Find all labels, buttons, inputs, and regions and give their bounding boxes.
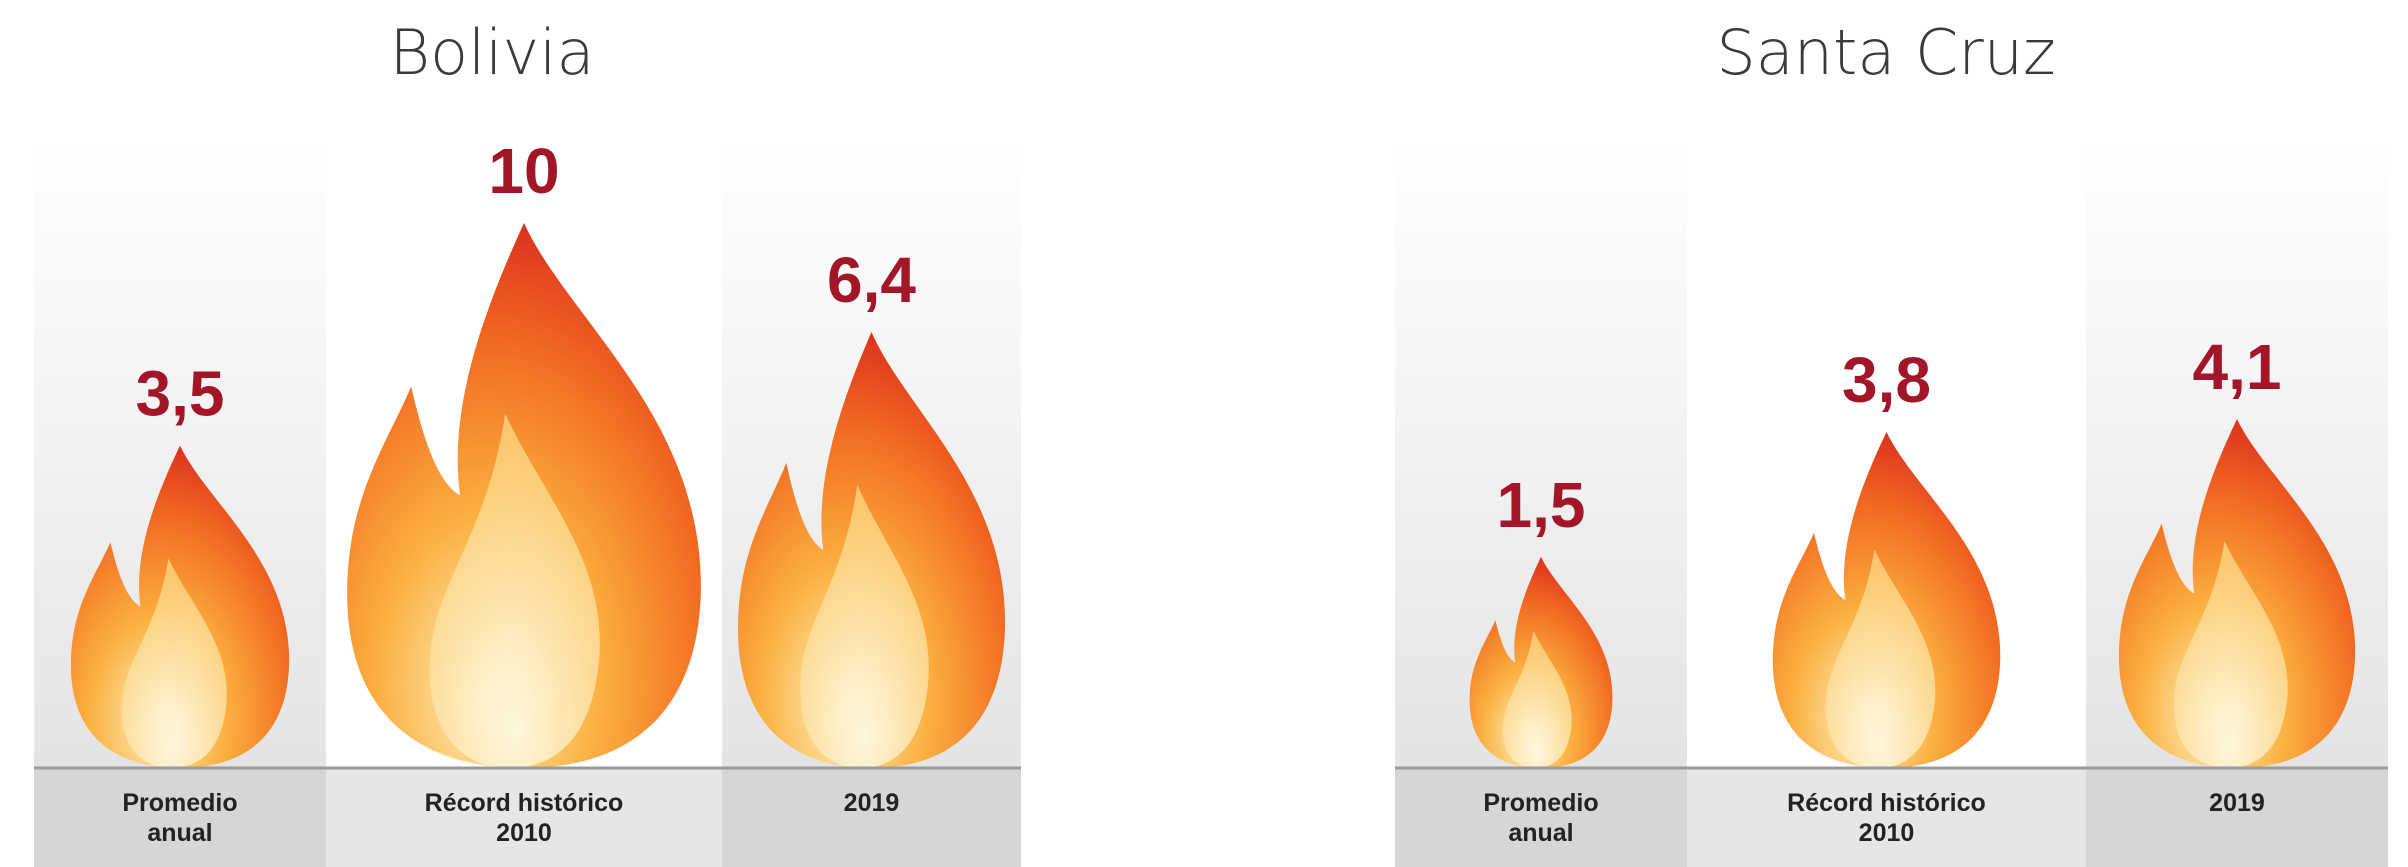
label-band	[2086, 768, 2388, 867]
category-label: Promedio anual	[1483, 789, 1599, 847]
label-band	[326, 768, 722, 867]
flame-core	[2173, 541, 2288, 768]
value-label: 10	[488, 135, 559, 207]
category-label: Récord histórico 2010	[1787, 789, 1986, 847]
value-label: 3,8	[1842, 344, 1931, 416]
label-band	[722, 768, 1021, 867]
flame-core	[800, 484, 929, 768]
category-label: 2019	[843, 789, 900, 817]
value-label: 4,1	[2193, 331, 2282, 403]
value-label: 6,4	[827, 244, 916, 316]
category-label: Récord histórico 2010	[424, 789, 624, 847]
flame-core	[429, 413, 600, 768]
category-label: Promedio anual	[122, 789, 238, 847]
label-band	[1395, 768, 1687, 867]
label-band	[1687, 768, 2086, 867]
flame-core	[121, 558, 227, 768]
label-band	[34, 768, 326, 867]
chart-title: Bolivia	[390, 16, 595, 89]
value-label: 1,5	[1497, 469, 1586, 541]
flame-core	[1502, 630, 1572, 768]
value-label: 3,5	[136, 358, 225, 430]
category-label: 2019	[2209, 789, 2265, 817]
flame-core	[1825, 549, 1936, 768]
chart-title: Santa Cruz	[1716, 16, 2055, 89]
